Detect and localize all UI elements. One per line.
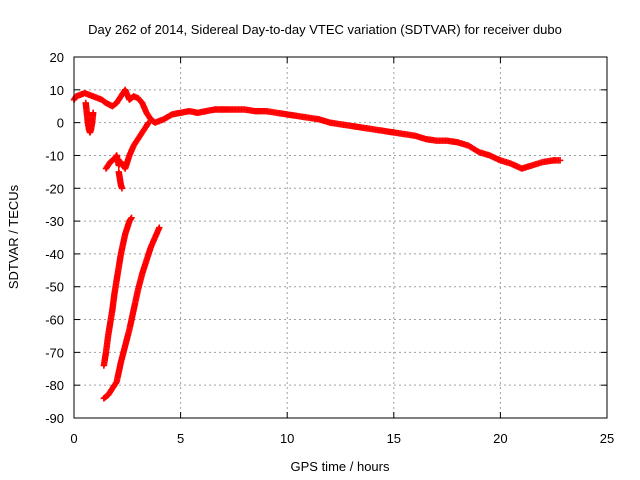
y-tick-label: -40	[45, 247, 64, 262]
y-tick-label: -10	[45, 148, 64, 163]
axis-ticks	[73, 56, 608, 419]
y-axis-label: SDTVAR / TECUs	[6, 184, 21, 289]
data-point-steep-track-B	[156, 224, 163, 231]
x-axis-label: GPS time / hours	[291, 459, 390, 474]
data-point-steep-track-A	[128, 214, 135, 222]
y-tick-label: -50	[45, 280, 64, 295]
y-tick-label: -60	[45, 313, 64, 328]
y-tick-label: 10	[50, 83, 64, 98]
chart-title: Day 262 of 2014, Sidereal Day-to-day VTE…	[88, 22, 562, 37]
x-tick-label: 20	[493, 431, 507, 446]
y-tick-label: -90	[45, 411, 64, 426]
x-tick-label: 5	[177, 431, 184, 446]
x-tick-label: 15	[387, 431, 401, 446]
data-points	[70, 86, 564, 402]
y-tick-label: 0	[57, 116, 64, 131]
y-tick-label: 20	[50, 50, 64, 65]
y-tick-label: -30	[45, 214, 64, 229]
data-point-main-track	[556, 157, 564, 164]
x-tick-labels: 0 5 10 15 20 25	[70, 431, 614, 446]
y-tick-label: -20	[45, 181, 64, 196]
data-point-return-loop	[145, 119, 152, 126]
data-point-short-drop	[118, 185, 126, 192]
plot-frame	[73, 56, 608, 419]
x-tick-label: 25	[600, 431, 614, 446]
y-tick-labels: -90 -80 -70 -60 -50 -40 -30 -20 -10 0 10 20	[45, 50, 64, 426]
x-tick-label: 0	[70, 431, 77, 446]
data-point-early-dip-branch	[89, 109, 97, 116]
x-tick-label: 10	[280, 431, 294, 446]
y-tick-label: -70	[45, 345, 64, 360]
y-tick-label: -80	[45, 378, 64, 393]
